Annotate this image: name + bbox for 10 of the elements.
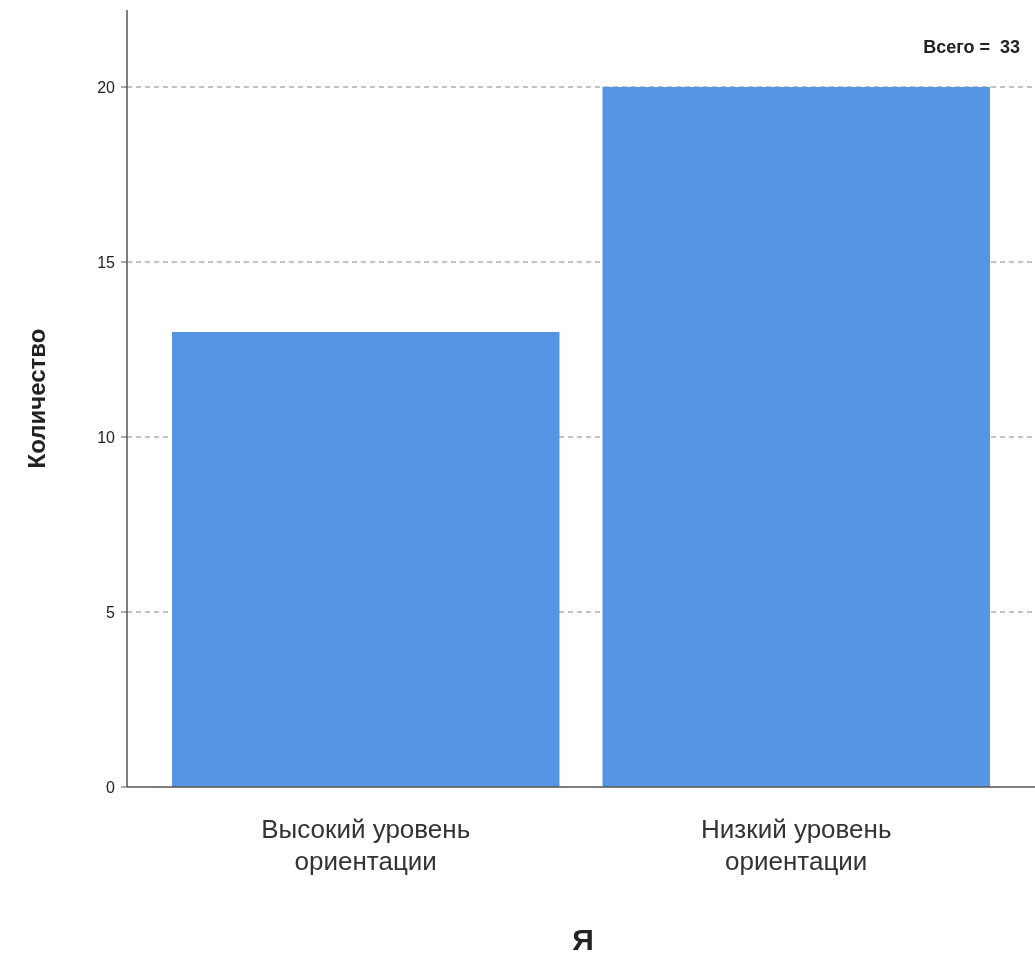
annotation: Всего = 33	[923, 37, 1020, 57]
y-axis-title: Количество	[23, 328, 50, 469]
y-tick-label: 5	[106, 603, 116, 621]
y-tick-label: 0	[106, 778, 116, 796]
x-axis-title: Я	[572, 923, 594, 956]
y-tick-label: 15	[97, 253, 116, 271]
y-tick-label: 10	[97, 428, 116, 446]
y-tick-label: 20	[97, 78, 116, 96]
x-tick-label: Высокий уровень ориентации	[261, 814, 471, 876]
x-tick-label: Низкий уровень ориентации	[701, 814, 892, 876]
